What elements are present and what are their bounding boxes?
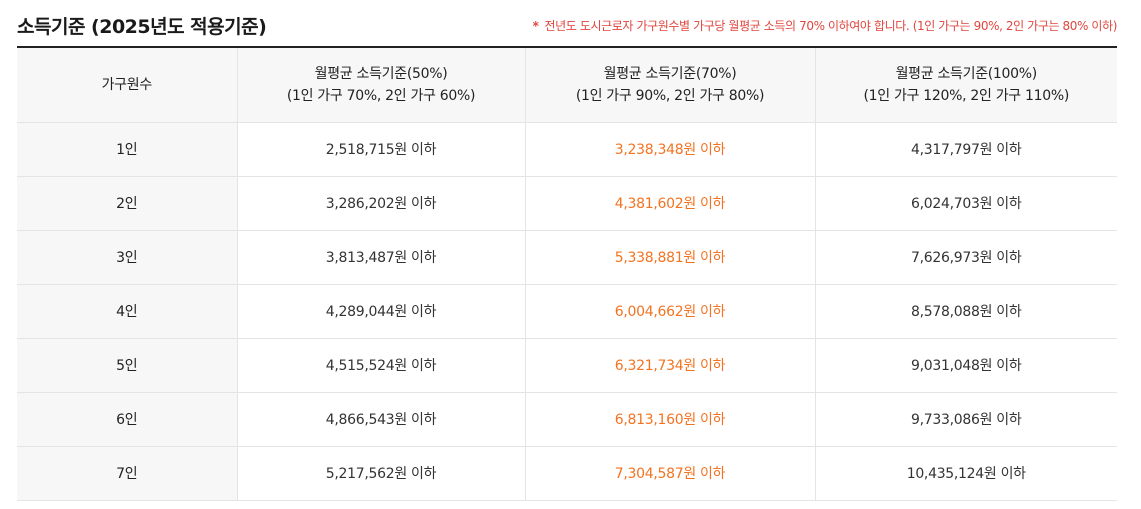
income-70-cell: 3,238,348원 이하 — [524, 122, 815, 177]
page-title: 소득기준 (2025년도 적용기준) — [17, 16, 267, 38]
income-100-cell: 10,435,124원 이하 — [814, 446, 1117, 501]
household-size-cell: 2인 — [17, 176, 237, 231]
household-size-cell: 1인 — [17, 122, 237, 177]
table-row: 6인 4,866,543원 이하 6,813,160원 이하 9,733,086… — [17, 392, 1117, 447]
income-100-cell: 9,733,086원 이하 — [814, 392, 1117, 447]
header-label: 월평균 소득기준(100%) — [895, 65, 1038, 82]
income-50-cell: 3,813,487원 이하 — [236, 230, 525, 285]
household-size-cell: 7인 — [17, 446, 237, 501]
header-sublabel: (1인 가구 120%, 2인 가구 110%) — [863, 87, 1070, 104]
table-row: 7인 5,217,562원 이하 7,304,587원 이하 10,435,12… — [17, 446, 1117, 501]
eligibility-note: * 전년도 도시근로자 가구원수별 가구당 월평균 소득의 70% 이하여야 합니… — [532, 17, 1118, 34]
income-70-cell: 6,321,734원 이하 — [524, 338, 815, 393]
eligibility-note-text: 전년도 도시근로자 가구원수별 가구당 월평균 소득의 70% 이하여야 합니다… — [544, 19, 1118, 33]
income-50-cell: 5,217,562원 이하 — [236, 446, 525, 501]
income-100-cell: 4,317,797원 이하 — [814, 122, 1117, 177]
table-row: 2인 3,286,202원 이하 4,381,602원 이하 6,024,703… — [17, 176, 1117, 231]
table-row: 5인 4,515,524원 이하 6,321,734원 이하 9,031,048… — [17, 338, 1117, 393]
header-income-70: 월평균 소득기준(70%) (1인 가구 90%, 2인 가구 80%) — [524, 46, 815, 123]
income-70-cell: 7,304,587원 이하 — [524, 446, 815, 501]
household-size-cell: 3인 — [17, 230, 237, 285]
income-50-cell: 3,286,202원 이하 — [236, 176, 525, 231]
income-100-cell: 8,578,088원 이하 — [814, 284, 1117, 339]
table-row: 4인 4,289,044원 이하 6,004,662원 이하 8,578,088… — [17, 284, 1117, 339]
table-header-row: 가구원수 월평균 소득기준(50%) (1인 가구 70%, 2인 가구 60%… — [17, 46, 1117, 123]
household-size-cell: 4인 — [17, 284, 237, 339]
header-income-50: 월평균 소득기준(50%) (1인 가구 70%, 2인 가구 60%) — [236, 46, 525, 123]
income-50-cell: 4,866,543원 이하 — [236, 392, 525, 447]
household-size-cell: 6인 — [17, 392, 237, 447]
income-50-cell: 4,515,524원 이하 — [236, 338, 525, 393]
income-100-cell: 9,031,048원 이하 — [814, 338, 1117, 393]
income-criteria-table: 가구원수 월평균 소득기준(50%) (1인 가구 70%, 2인 가구 60%… — [17, 46, 1117, 501]
household-size-cell: 5인 — [17, 338, 237, 393]
header-sublabel: (1인 가구 90%, 2인 가구 80%) — [575, 87, 765, 104]
header-sublabel: (1인 가구 70%, 2인 가구 60%) — [286, 87, 476, 104]
header-household-size: 가구원수 — [17, 46, 237, 123]
income-70-cell: 6,813,160원 이하 — [524, 392, 815, 447]
income-50-cell: 2,518,715원 이하 — [236, 122, 525, 177]
income-70-cell: 4,381,602원 이하 — [524, 176, 815, 231]
header-label: 월평균 소득기준(50%) — [314, 65, 448, 82]
header-income-100: 월평균 소득기준(100%) (1인 가구 120%, 2인 가구 110%) — [814, 46, 1117, 123]
income-100-cell: 6,024,703원 이하 — [814, 176, 1117, 231]
header-label: 월평균 소득기준(70%) — [603, 65, 737, 82]
income-70-cell: 5,338,881원 이하 — [524, 230, 815, 285]
table-row: 1인 2,518,715원 이하 3,238,348원 이하 4,317,797… — [17, 122, 1117, 177]
table-row: 3인 3,813,487원 이하 5,338,881원 이하 7,626,973… — [17, 230, 1117, 285]
asterisk-icon: * — [532, 19, 539, 33]
income-50-cell: 4,289,044원 이하 — [236, 284, 525, 339]
header-label: 가구원수 — [101, 76, 153, 93]
income-100-cell: 7,626,973원 이하 — [814, 230, 1117, 285]
income-70-cell: 6,004,662원 이하 — [524, 284, 815, 339]
